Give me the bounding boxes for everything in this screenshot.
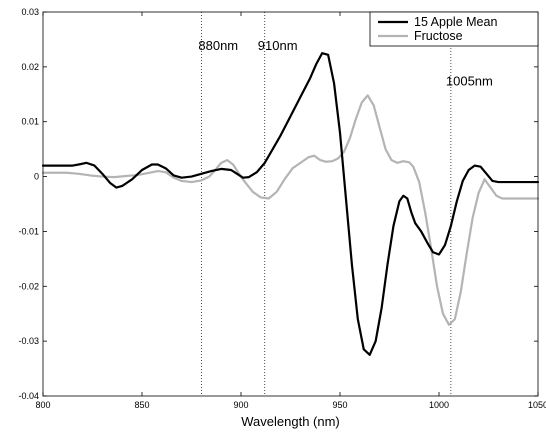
y-tick-label: -0.04 xyxy=(18,391,39,401)
annotation-label: 1005nm xyxy=(446,74,493,89)
x-tick-label: 800 xyxy=(35,400,50,410)
legend-box xyxy=(369,11,539,47)
y-tick-label: 0 xyxy=(34,172,39,182)
x-tick-label: 900 xyxy=(233,400,248,410)
y-tick-label: -0.01 xyxy=(18,226,39,236)
series-layer xyxy=(41,52,540,356)
axis-ticks xyxy=(42,11,539,397)
legend-entry: Fructose xyxy=(414,29,463,43)
x-tick-label: 1000 xyxy=(429,400,449,410)
series-line-fructose xyxy=(41,94,540,326)
plot-frame xyxy=(42,11,539,397)
x-axis-label: Wavelength (nm) xyxy=(241,414,340,429)
y-tick-label: -0.03 xyxy=(18,336,39,346)
annotations: 880nm 910nm 1005nm xyxy=(198,38,492,89)
tick-labels: 800 850 900 950 1000 1050 -0.04 -0.03 -0.02 -0.01… xyxy=(18,7,546,410)
annotation-label: 880nm xyxy=(198,38,238,53)
x-tick-label: 950 xyxy=(332,400,347,410)
y-tick-label: -0.02 xyxy=(18,281,39,291)
x-tick-label: 1050 xyxy=(528,400,546,410)
legend-entry: 15 Apple Mean xyxy=(414,15,497,29)
y-tick-label: 0.03 xyxy=(21,7,39,17)
x-tick-label: 850 xyxy=(134,400,149,410)
y-tick-label: 0.01 xyxy=(21,117,39,127)
y-tick-label: 0.02 xyxy=(21,62,39,72)
reference-lines xyxy=(201,12,452,396)
annotation-label: 910nm xyxy=(258,38,298,53)
series-line-15-apple-mean xyxy=(41,52,540,356)
